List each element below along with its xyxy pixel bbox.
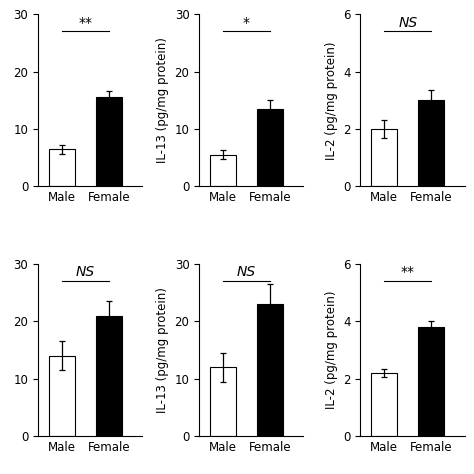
Bar (371, 373, 397, 436)
Text: NS: NS (398, 16, 417, 30)
Y-axis label: IL-2 (pg/mg protein): IL-2 (pg/mg protein) (325, 291, 337, 409)
Bar (257, 304, 283, 436)
Bar (48, 149, 74, 186)
Bar (257, 109, 283, 186)
Text: NS: NS (237, 265, 256, 279)
Text: NS: NS (76, 265, 95, 279)
Text: **: ** (401, 265, 415, 279)
Y-axis label: IL-13 (pg/mg protein): IL-13 (pg/mg protein) (156, 287, 169, 413)
Bar (48, 356, 74, 436)
Bar (419, 327, 445, 436)
Text: *: * (243, 16, 250, 30)
Y-axis label: IL-13 (pg/mg protein): IL-13 (pg/mg protein) (156, 37, 169, 163)
Bar (210, 155, 236, 186)
Bar (419, 100, 445, 186)
Bar (96, 316, 122, 436)
Text: **: ** (78, 16, 92, 30)
Y-axis label: IL-2 (pg/mg protein): IL-2 (pg/mg protein) (325, 41, 337, 160)
Bar (210, 367, 236, 436)
Bar (96, 98, 122, 186)
Bar (371, 129, 397, 186)
